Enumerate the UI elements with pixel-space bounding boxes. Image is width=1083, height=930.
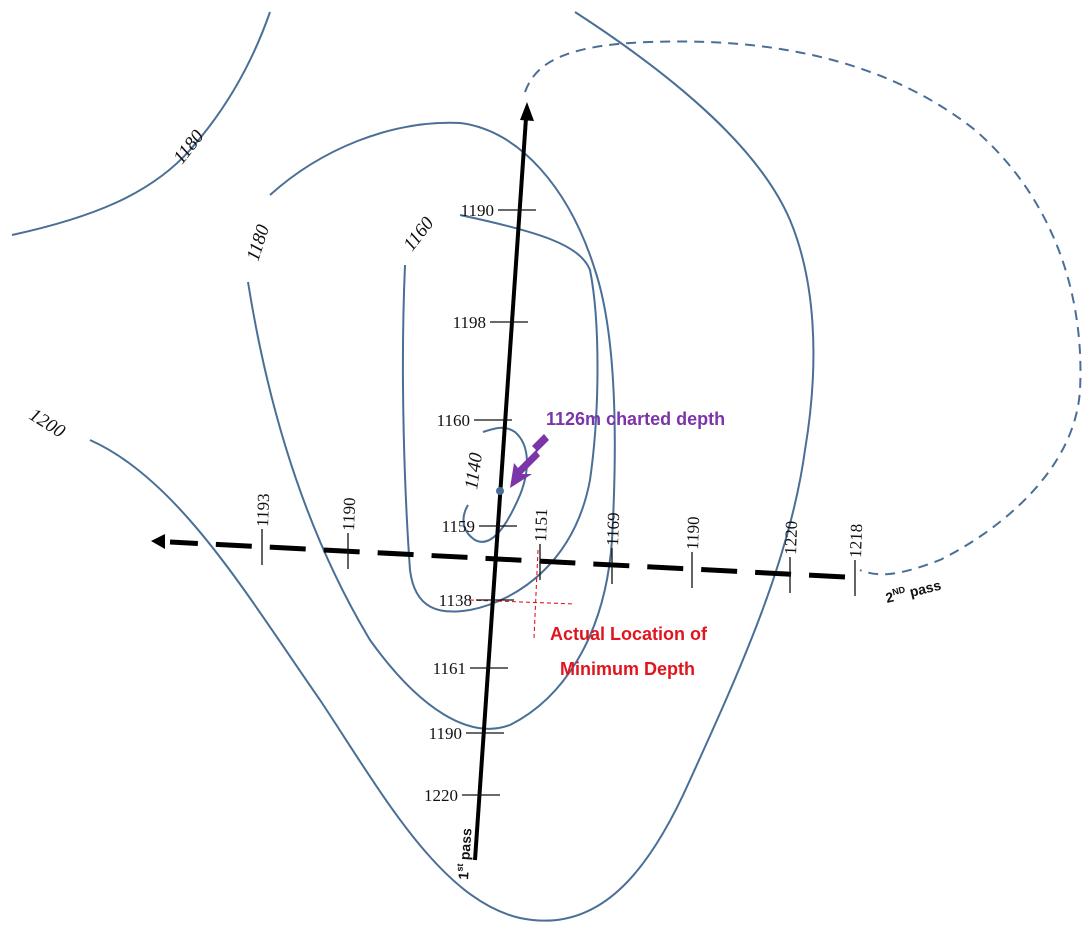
charted-depth-annotation: 1126m charted depth (496, 409, 725, 495)
contour-label-1140: 1140 (461, 451, 487, 491)
contour-labels: 1180 1180 1160 1140 1200 (25, 126, 487, 491)
first-pass-label: 1st pass (454, 827, 475, 880)
second-pass-sounding-label: 1193 (253, 493, 273, 527)
second-pass-label-sup: ND (891, 584, 907, 597)
charted-depth-arrow (510, 434, 549, 488)
first-pass-sounding-label: 1190 (461, 201, 494, 220)
second-pass-sounding-label: 1190 (683, 516, 703, 550)
contour-1180-inner (247, 121, 616, 730)
second-pass-line (169, 539, 846, 580)
first-pass-sounding-label: 1138 (439, 591, 472, 610)
actual-minimum-cross (469, 549, 576, 639)
actual-location-text-line1: Actual Location of (550, 624, 708, 644)
first-pass-soundings: 1190 1198 1160 1159 1138 1161 1190 1220 (424, 201, 536, 805)
second-pass: 1193 1190 1151 1169 1190 1220 1218 2ND pass (151, 493, 943, 606)
first-pass-sounding-label: 1190 (429, 724, 462, 743)
contour-label-1200: 1200 (25, 404, 69, 442)
charted-depth-text: 1126m charted depth (546, 409, 725, 429)
second-pass-sounding-label: 1218 (846, 523, 866, 558)
first-pass-sounding-label: 1198 (453, 313, 486, 332)
first-pass-label-sup: st (455, 863, 466, 872)
first-pass-sounding-label: 1160 (437, 411, 470, 430)
contour-1200-dashed-right (524, 40, 1082, 576)
second-pass-label-suffix: pass (904, 577, 943, 601)
charted-depth-point (496, 487, 504, 495)
actual-minimum-cross-horizontal (469, 599, 576, 605)
second-pass-sounding-label: 1220 (781, 520, 801, 555)
second-pass-label-number: 2 (884, 588, 896, 605)
actual-location-text-line2: Minimum Depth (560, 659, 695, 679)
first-pass-label-suffix: pass (456, 827, 474, 864)
contour-lines (11, 11, 1082, 922)
second-pass-sounding-label: 1190 (339, 497, 359, 531)
first-pass-sounding-label: 1161 (433, 659, 466, 678)
contour-1140 (462, 426, 528, 543)
contour-1200-outer (89, 11, 815, 922)
contour-1160 (401, 214, 599, 613)
contour-label-1180-inner: 1180 (243, 222, 274, 264)
second-pass-sounding-label: 1169 (603, 512, 623, 546)
contour-label-1180-top-left: 1180 (169, 126, 208, 168)
second-pass-label: 2ND pass (884, 576, 943, 606)
second-pass-arrowhead (151, 534, 165, 549)
contour-1180-top-left (11, 11, 271, 236)
second-pass-soundings: 1193 1190 1151 1169 1190 1220 1218 (253, 493, 866, 596)
actual-location-annotation: Actual Location of Minimum Depth (550, 624, 708, 679)
first-pass-label-number: 1 (455, 871, 472, 880)
actual-minimum-cross-vertical (533, 549, 539, 639)
contour-label-1160: 1160 (399, 213, 438, 255)
first-pass-sounding-label: 1220 (424, 786, 458, 805)
first-pass-sounding-label: 1159 (442, 517, 475, 536)
first-pass-arrowhead (520, 102, 534, 121)
second-pass-sounding-label: 1151 (531, 508, 551, 542)
